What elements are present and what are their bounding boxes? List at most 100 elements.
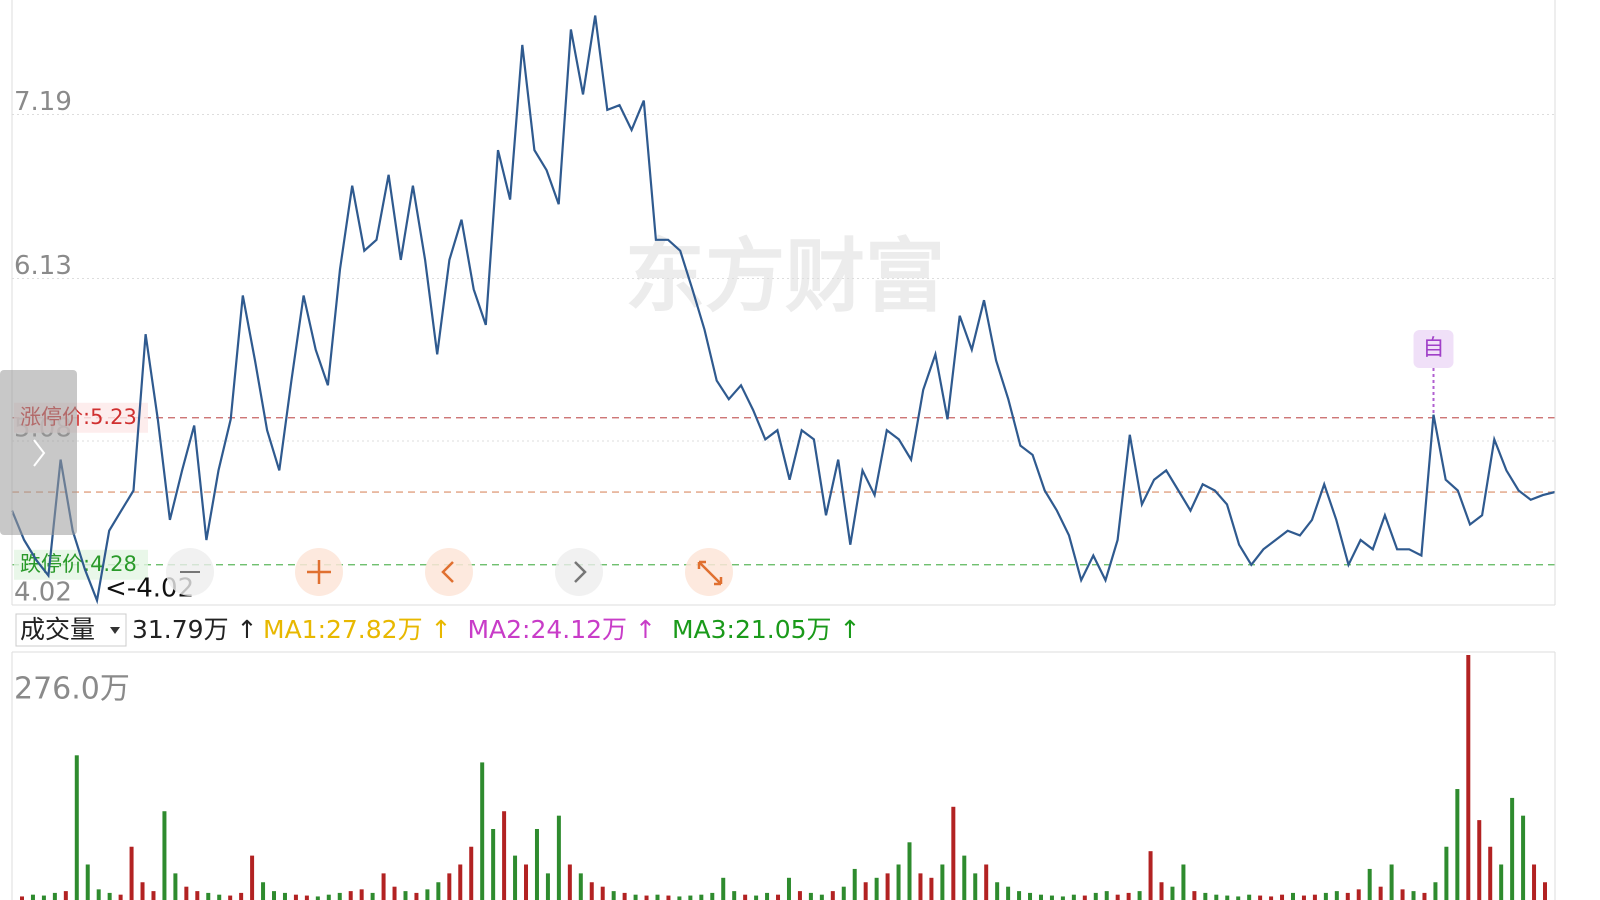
volume-bar xyxy=(425,889,430,900)
volume-bar xyxy=(1499,864,1504,900)
volume-bar xyxy=(885,873,890,900)
volume-bar xyxy=(282,892,287,900)
volume-bar xyxy=(688,895,693,900)
volume-bar xyxy=(1345,892,1350,900)
y-tick-label: 6.13 xyxy=(14,251,72,281)
volume-bar xyxy=(699,894,704,900)
y-tick-label: 7.19 xyxy=(14,87,72,117)
volume-bar xyxy=(1225,895,1230,900)
ma-label: MA3:21.05万 ↑ xyxy=(672,615,860,644)
volume-bar xyxy=(830,891,835,900)
volume-bar xyxy=(1203,892,1208,900)
volume-bar xyxy=(1104,891,1109,900)
watermark: 东方财富 xyxy=(625,230,945,323)
volume-bar xyxy=(1367,868,1372,900)
volume-bar xyxy=(666,895,671,900)
volume-bar xyxy=(1280,894,1285,900)
volume-bar xyxy=(502,811,507,900)
volume-bar xyxy=(1312,894,1317,900)
volume-bar xyxy=(348,891,353,900)
move-right[interactable] xyxy=(555,548,603,596)
volume-bar xyxy=(995,882,1000,900)
volume-bar xyxy=(513,855,518,900)
volume-bar xyxy=(1323,892,1328,900)
volume-bar xyxy=(556,815,561,900)
volume-bar xyxy=(85,864,90,900)
ma-label: MA2:24.12万 ↑ xyxy=(467,615,655,644)
volume-bar xyxy=(162,811,167,900)
volume-bar xyxy=(151,891,156,900)
volume-bar xyxy=(841,886,846,900)
volume-bar xyxy=(315,896,320,900)
volume-bar xyxy=(272,891,277,900)
volume-bar xyxy=(96,889,101,900)
volume-bar xyxy=(819,894,824,900)
volume-bar xyxy=(589,882,594,900)
volume-bar xyxy=(545,873,550,900)
volume-bar xyxy=(710,892,715,900)
volume-bar xyxy=(534,828,539,900)
volume-bar xyxy=(206,892,211,900)
volume-bar xyxy=(129,846,134,900)
volume-bar xyxy=(1071,894,1076,900)
volume-bar xyxy=(633,894,638,900)
volume-bar xyxy=(63,891,68,900)
volume-bar xyxy=(480,762,485,900)
ma-label: MA1:27.82万 ↑ xyxy=(263,615,451,644)
volume-top-label: 276.0万 xyxy=(14,672,130,707)
volume-bar xyxy=(1269,896,1274,900)
volume-bar xyxy=(1455,789,1460,900)
volume-bar xyxy=(74,755,79,900)
volume-bar xyxy=(1422,892,1427,900)
volume-bar xyxy=(414,892,419,900)
volume-bar xyxy=(677,896,682,900)
volume-bar xyxy=(52,892,57,900)
volume-bar xyxy=(600,886,605,900)
volume-bar xyxy=(1444,846,1449,900)
volume-bar xyxy=(808,892,813,900)
volume-selector-label: 成交量 xyxy=(20,615,95,644)
volume-bar xyxy=(1510,797,1515,900)
volume-bar xyxy=(940,864,945,900)
volume-bar xyxy=(337,892,342,900)
volume-bar xyxy=(447,873,452,900)
volume-selector[interactable] xyxy=(15,613,127,647)
volume-bar xyxy=(1247,894,1252,900)
volume-bar xyxy=(743,894,748,900)
volume-bar xyxy=(1389,864,1394,900)
volume-bar xyxy=(578,873,583,900)
volume-bar xyxy=(217,894,222,900)
volume-bar xyxy=(1093,892,1098,900)
volume-bar xyxy=(611,891,616,900)
volume-bar xyxy=(392,886,397,900)
icon xyxy=(441,561,454,583)
volume-bar xyxy=(1137,891,1142,900)
volume-bar xyxy=(786,877,791,900)
volume-bar xyxy=(1126,892,1131,900)
volume-bar xyxy=(1477,820,1482,900)
volume-bar xyxy=(195,891,200,900)
volume-bar xyxy=(776,894,781,900)
volume-bar xyxy=(962,855,967,900)
volume-bar xyxy=(403,891,408,900)
move-left[interactable] xyxy=(425,548,473,596)
volume-bar xyxy=(1521,815,1526,900)
volume-bar xyxy=(359,889,364,900)
volume-bar xyxy=(863,882,868,900)
volume-bar xyxy=(1159,882,1164,900)
volume-bar xyxy=(1049,895,1054,900)
volume-bar xyxy=(173,873,178,900)
volume-bar xyxy=(1400,889,1405,900)
volume-bar xyxy=(20,896,24,900)
volume-bar xyxy=(721,877,726,900)
volume-bar xyxy=(852,868,857,900)
volume-bar xyxy=(765,892,770,900)
volume-bar xyxy=(1488,846,1493,900)
volume-bar xyxy=(228,895,233,900)
side-panel-toggle[interactable] xyxy=(0,370,77,535)
volume-bar xyxy=(458,864,463,900)
volume-bar xyxy=(118,894,123,900)
volume-bar xyxy=(250,855,255,900)
volume-bar xyxy=(30,894,35,900)
volume-bar xyxy=(524,864,529,900)
